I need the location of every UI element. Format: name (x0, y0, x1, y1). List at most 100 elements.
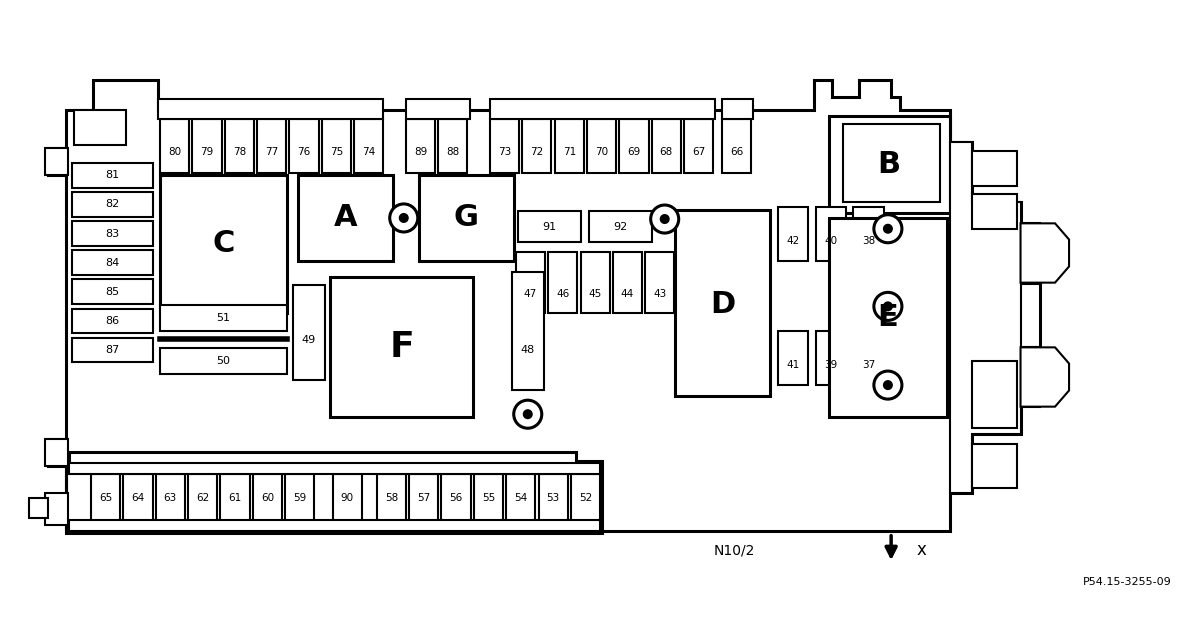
Bar (91, 474, 120, 522)
Circle shape (874, 215, 902, 243)
Text: 72: 72 (530, 147, 544, 157)
Bar (684, 118, 713, 173)
Text: 91: 91 (542, 222, 557, 232)
Bar (972, 444, 1018, 488)
Bar (224, 118, 254, 173)
Bar (828, 218, 947, 418)
Bar (72, 338, 152, 362)
Bar (853, 331, 883, 385)
Bar (554, 118, 584, 173)
Text: 73: 73 (498, 147, 511, 157)
Bar (828, 115, 950, 212)
Polygon shape (1020, 347, 1069, 406)
Polygon shape (950, 142, 1040, 493)
Bar (156, 474, 185, 522)
Circle shape (514, 400, 541, 428)
Bar (160, 118, 190, 173)
Text: B: B (877, 149, 900, 178)
Text: 87: 87 (104, 345, 119, 355)
Bar (613, 253, 642, 313)
Text: 58: 58 (385, 493, 398, 503)
Bar (29, 498, 48, 518)
Text: 42: 42 (786, 236, 799, 246)
Bar (44, 148, 68, 175)
Bar (44, 439, 68, 466)
Bar (160, 348, 287, 374)
Bar (778, 331, 808, 385)
Bar (72, 309, 152, 333)
Text: 67: 67 (692, 147, 706, 157)
Bar (522, 118, 552, 173)
Bar (419, 175, 514, 261)
Bar (188, 474, 217, 522)
Text: 50: 50 (217, 357, 230, 367)
Bar (73, 110, 126, 145)
Bar (972, 151, 1018, 186)
Circle shape (660, 215, 670, 224)
Polygon shape (48, 80, 1040, 530)
Text: 46: 46 (556, 289, 570, 299)
Text: 57: 57 (418, 493, 431, 503)
Text: C: C (212, 229, 235, 258)
Bar (72, 221, 152, 246)
Bar (406, 118, 436, 173)
Text: 65: 65 (98, 493, 113, 503)
Text: 79: 79 (200, 147, 214, 157)
Text: 51: 51 (217, 313, 230, 323)
Bar (581, 253, 610, 313)
Text: 80: 80 (168, 147, 181, 157)
Circle shape (650, 205, 679, 233)
Text: 56: 56 (450, 493, 463, 503)
Text: 40: 40 (824, 236, 838, 246)
Bar (516, 253, 545, 313)
Text: 61: 61 (228, 493, 241, 503)
Text: 64: 64 (131, 493, 144, 503)
Bar (490, 118, 520, 173)
Text: 71: 71 (563, 147, 576, 157)
Text: 92: 92 (613, 222, 628, 232)
Bar (192, 118, 222, 173)
Bar (587, 118, 616, 173)
Text: 84: 84 (104, 258, 119, 268)
Bar (377, 474, 406, 522)
Bar (506, 474, 535, 522)
Polygon shape (1020, 224, 1069, 283)
Text: 86: 86 (106, 316, 119, 326)
Text: 48: 48 (521, 345, 535, 355)
Text: 53: 53 (546, 493, 559, 503)
Bar (816, 331, 846, 385)
Text: 52: 52 (578, 493, 592, 503)
Text: 45: 45 (588, 289, 601, 299)
Circle shape (883, 224, 893, 233)
Bar (72, 250, 152, 275)
Bar (438, 118, 467, 173)
Bar (70, 520, 600, 530)
Bar (406, 100, 469, 118)
Text: 78: 78 (233, 147, 246, 157)
Circle shape (874, 371, 902, 399)
Text: 82: 82 (104, 200, 119, 210)
Bar (158, 100, 383, 118)
Text: 38: 38 (862, 236, 875, 246)
Bar (972, 194, 1018, 229)
Bar (490, 100, 715, 118)
Bar (286, 474, 314, 522)
Bar (518, 212, 581, 242)
Circle shape (883, 381, 893, 389)
Bar (842, 124, 940, 202)
Bar (571, 474, 600, 522)
Text: G: G (454, 203, 479, 232)
Bar (511, 272, 544, 391)
Bar (70, 462, 600, 474)
Bar (722, 100, 754, 118)
Bar (72, 280, 152, 304)
Text: D: D (710, 290, 736, 319)
Bar (124, 474, 152, 522)
Text: 77: 77 (265, 147, 278, 157)
Text: P54.15-3255-09: P54.15-3255-09 (1082, 576, 1171, 587)
Bar (619, 118, 648, 173)
Bar (972, 362, 1018, 428)
Text: 62: 62 (196, 493, 209, 503)
Text: x: x (917, 541, 926, 559)
Text: 85: 85 (106, 287, 119, 297)
